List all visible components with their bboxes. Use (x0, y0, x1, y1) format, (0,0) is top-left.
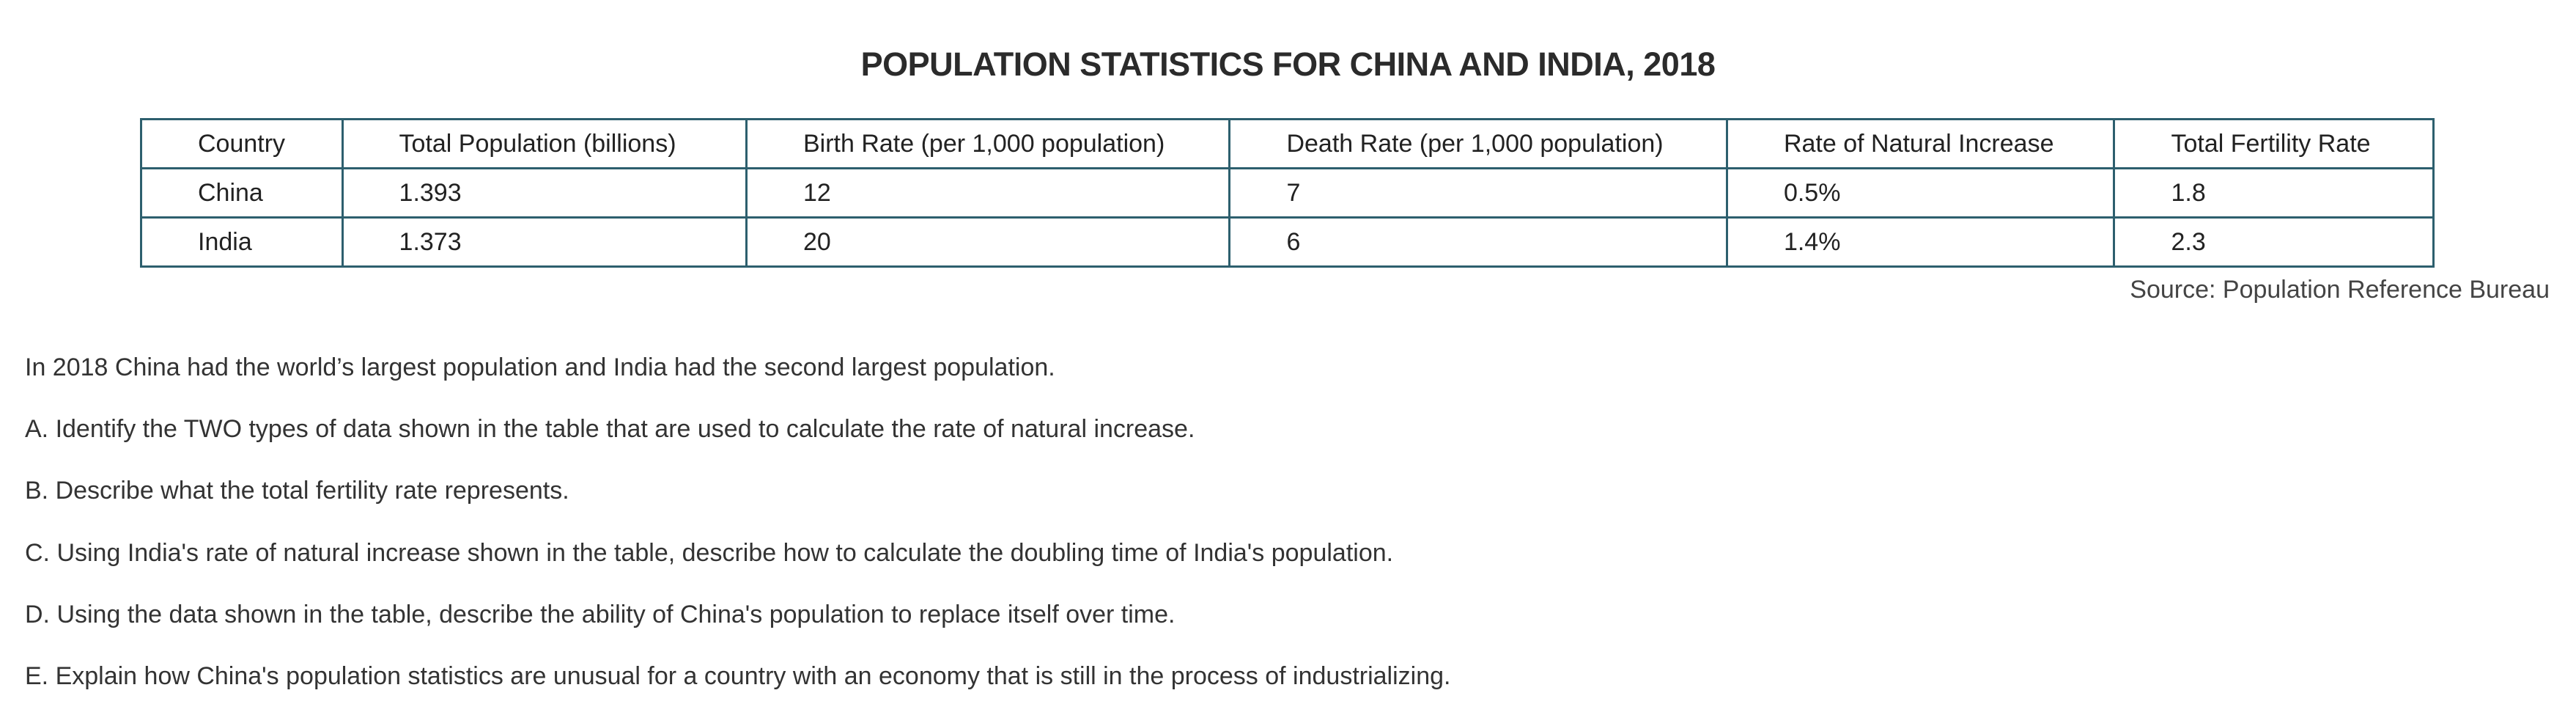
table-cell: 1.393 (341, 167, 748, 219)
question-c: C. Using India's rate of natural increas… (25, 539, 1394, 567)
header-cell: Birth Rate (per 1,000 population) (745, 118, 1231, 169)
table-cell: 1.373 (341, 216, 748, 268)
table-cell: 1.4% (1725, 216, 2116, 268)
table-cell: China (140, 167, 344, 219)
table-cell: 7 (1228, 167, 1728, 219)
population-table: Country Total Population (billions) Birt… (140, 118, 2435, 268)
question-e: E. Explain how China's population statis… (25, 662, 1451, 690)
table-cell: 6 (1228, 216, 1728, 268)
table-cell: 12 (745, 167, 1231, 219)
source-caption: Source: Population Reference Bureau (2130, 276, 2550, 304)
page-title: POPULATION STATISTICS FOR CHINA AND INDI… (860, 45, 1716, 83)
table-cell: 1.8 (2113, 167, 2435, 219)
header-cell: Total Population (billions) (341, 118, 748, 169)
table-row: China 1.393 12 7 0.5% 1.8 (140, 167, 2435, 219)
table-row: India 1.373 20 6 1.4% 2.3 (140, 216, 2435, 268)
header-cell: Death Rate (per 1,000 population) (1228, 118, 1728, 169)
intro-paragraph: In 2018 China had the world’s largest po… (25, 353, 1055, 381)
question-d: D. Using the data shown in the table, de… (25, 601, 1176, 628)
table-cell: India (140, 216, 344, 268)
question-a: A. Identify the TWO types of data shown … (25, 415, 1195, 443)
table-cell: 20 (745, 216, 1231, 268)
header-cell: Country (140, 118, 344, 169)
question-b: B. Describe what the total fertility rat… (25, 477, 569, 505)
header-cell: Total Fertility Rate (2113, 118, 2435, 169)
header-cell: Rate of Natural Increase (1725, 118, 2116, 169)
table-header-row: Country Total Population (billions) Birt… (140, 118, 2435, 169)
table-cell: 2.3 (2113, 216, 2435, 268)
table-cell: 0.5% (1725, 167, 2116, 219)
